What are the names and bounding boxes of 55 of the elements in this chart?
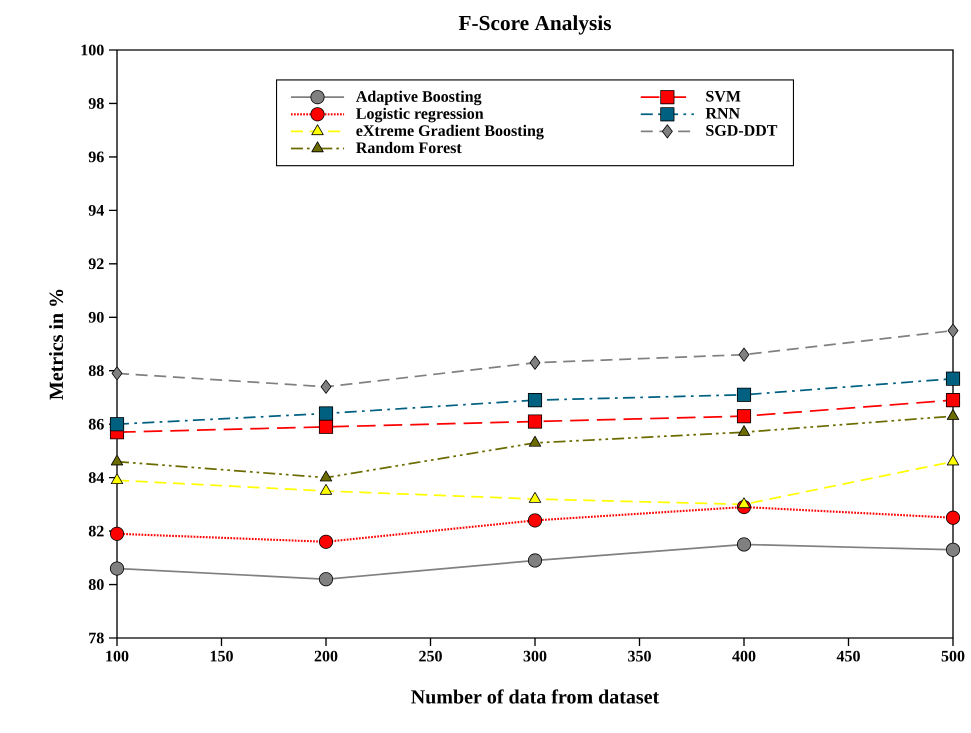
x-tick-label: 250 xyxy=(419,650,442,662)
point xyxy=(946,372,960,386)
y-tick-label: 94 xyxy=(88,204,104,216)
y-tick-label: 100 xyxy=(82,44,104,56)
point xyxy=(528,414,542,429)
point xyxy=(736,409,752,424)
point xyxy=(112,366,122,380)
point xyxy=(946,510,960,525)
y-tick-label: 96 xyxy=(88,152,104,162)
point xyxy=(736,388,752,402)
point xyxy=(318,572,334,586)
point xyxy=(110,526,124,541)
point xyxy=(320,380,332,394)
point xyxy=(948,324,958,338)
point xyxy=(946,542,960,557)
point xyxy=(528,553,542,568)
chart-title: F-Score Analysis xyxy=(458,15,612,35)
x-tick-label: 200 xyxy=(314,650,338,662)
legend-label: SVM xyxy=(706,90,741,102)
y-axis-title: Metrics in % xyxy=(49,290,64,400)
point xyxy=(530,356,540,370)
point xyxy=(318,420,334,434)
y-tick-label: 78 xyxy=(89,632,104,644)
point xyxy=(946,393,960,408)
point xyxy=(528,513,542,528)
legend-label: Random Forest xyxy=(356,142,462,154)
point xyxy=(738,348,750,362)
legend-label: SGD-DDT xyxy=(706,125,778,136)
y-tick-label: 86 xyxy=(88,418,104,430)
x-tick-label: 450 xyxy=(836,650,860,662)
point xyxy=(528,393,542,408)
x-tick-label: 150 xyxy=(210,650,233,662)
x-tick-label: 100 xyxy=(106,650,128,662)
x-axis-title: Number of data from dataset xyxy=(411,689,660,704)
y-tick-label: 80 xyxy=(88,579,104,590)
y-tick-label: 88 xyxy=(88,365,104,376)
x-tick-label: 300 xyxy=(524,650,546,662)
point xyxy=(318,406,334,421)
point xyxy=(110,561,124,576)
x-tick-label: 350 xyxy=(628,650,651,662)
y-tick-label: 98 xyxy=(88,98,104,109)
legend-label: RNN xyxy=(706,108,740,118)
x-tick-label: 500 xyxy=(942,650,964,662)
y-tick-label: 82 xyxy=(88,526,104,536)
x-tick-label: 400 xyxy=(732,650,756,662)
legend-label: Adaptive Boosting xyxy=(356,90,482,106)
y-tick-label: 90 xyxy=(88,312,104,323)
legend-label: Logistic regression xyxy=(356,108,484,122)
y-tick-label: 92 xyxy=(88,258,104,270)
y-tick-label: 84 xyxy=(88,472,104,484)
point xyxy=(110,417,124,432)
point xyxy=(736,537,752,552)
point xyxy=(318,534,334,549)
point xyxy=(110,473,124,484)
legend-label: eXtreme Gradient Boosting xyxy=(356,124,544,140)
